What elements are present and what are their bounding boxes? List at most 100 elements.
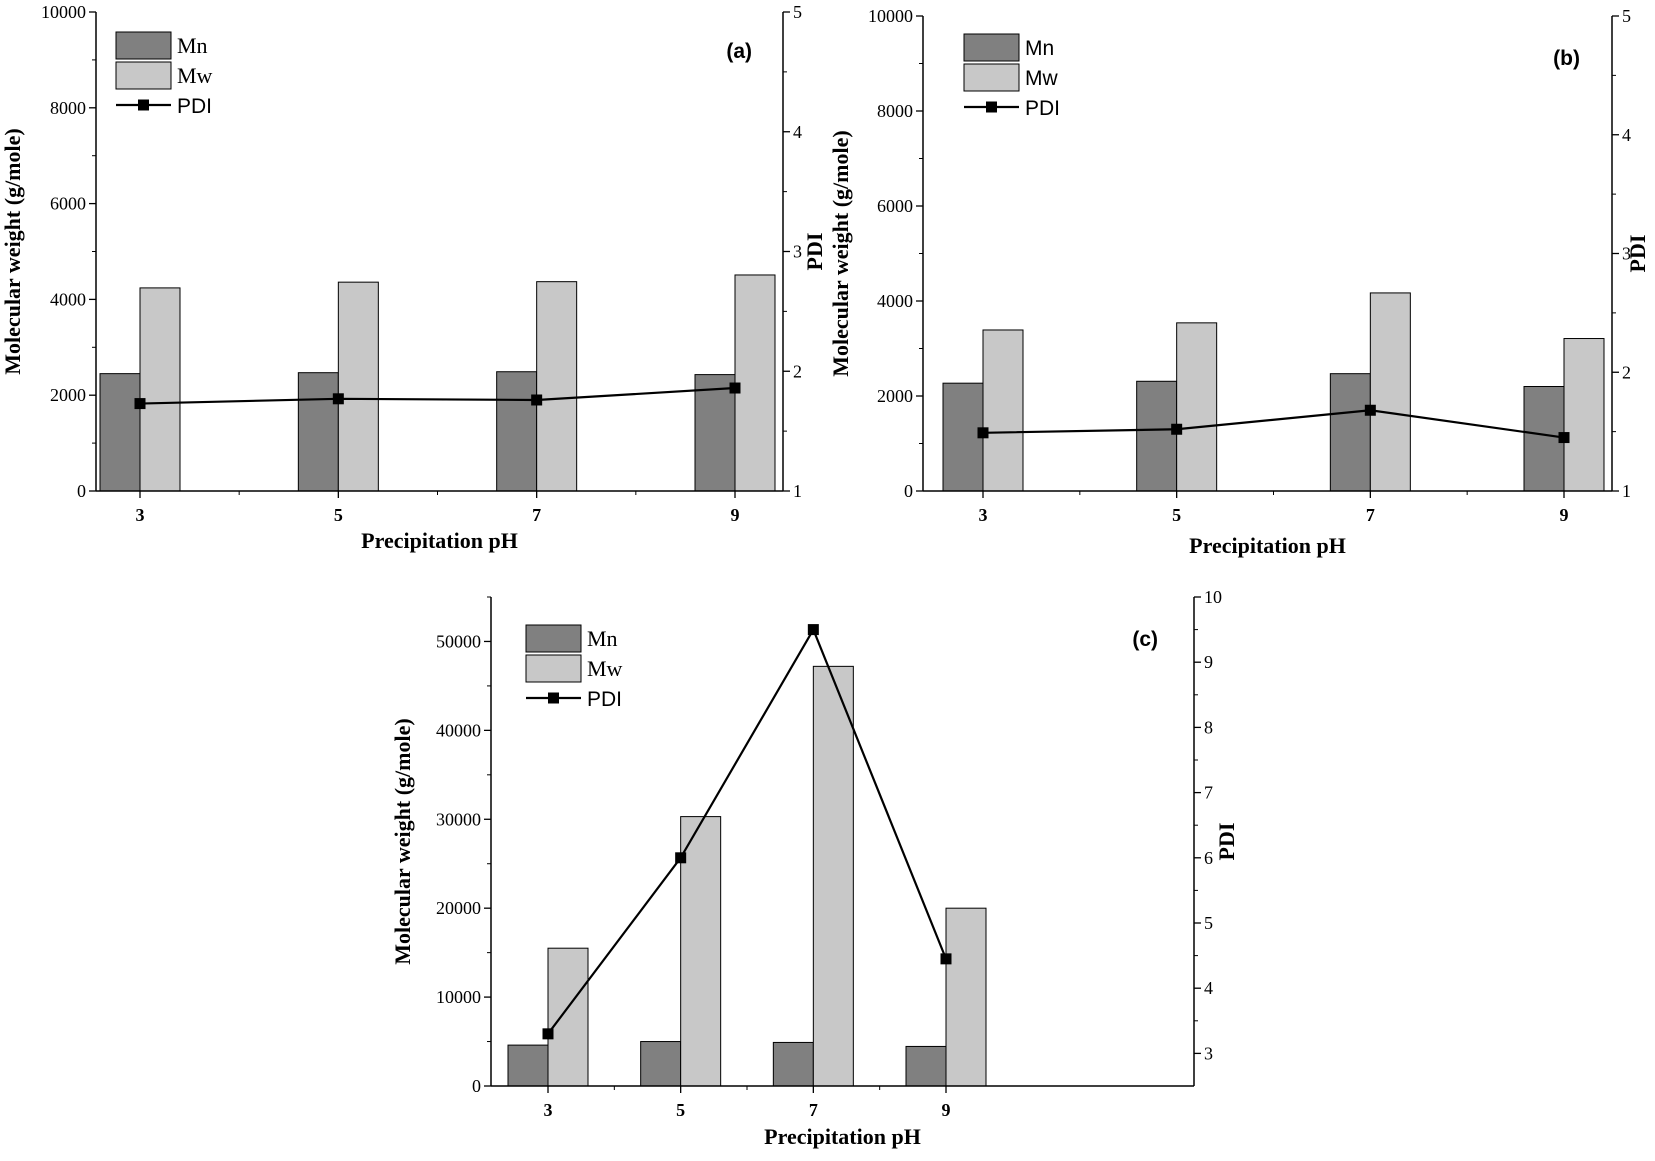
bar-mw	[1369, 292, 1411, 492]
pdi-marker	[1171, 423, 1183, 435]
y-tick-label: 30000	[436, 809, 481, 829]
legend-swatch-mw	[115, 61, 172, 90]
bar-mn	[1523, 386, 1565, 492]
y-tick-label: 0	[904, 481, 913, 501]
bar-mn	[640, 1041, 682, 1087]
legend-label: Mw	[587, 656, 623, 681]
pdi-marker	[675, 852, 687, 864]
bar-mw	[536, 281, 578, 492]
y2-tick-label: 4	[793, 122, 802, 142]
legend-label: Mw	[1025, 67, 1058, 90]
y-tick-label: 2000	[877, 386, 913, 406]
bar-mw	[139, 287, 181, 492]
y2-tick-label: 8	[1204, 717, 1213, 737]
pdi-marker	[332, 393, 344, 405]
x-tick-label: 5	[334, 505, 343, 525]
legend-label: Mn	[177, 33, 208, 58]
pdi-marker	[940, 953, 952, 965]
y2-tick-label: 4	[1204, 978, 1213, 998]
x-axis-title: Precipitation pH	[764, 1124, 921, 1149]
bar-mw	[1176, 322, 1218, 492]
bar-mn	[1136, 380, 1178, 492]
pdi-marker	[134, 398, 146, 410]
x-axis-title: Precipitation pH	[1189, 533, 1346, 558]
chart-panel-3: 0 10000 20000 30000 40000 50000 3 4 5 6 7 8 9 10 3 5 7 9 P…	[390, 587, 1239, 1149]
y2-tick-label: 1	[1622, 481, 1631, 501]
y-tick-label: 6000	[50, 194, 86, 214]
y-tick-label: 10000	[868, 6, 913, 26]
bar-mn	[297, 372, 339, 492]
bar-mn	[905, 1045, 947, 1087]
bar-mn	[99, 373, 141, 492]
bar-mn	[772, 1041, 814, 1087]
legend-swatch-mn	[963, 33, 1020, 62]
x-tick-label: 3	[979, 505, 988, 525]
legend: Mn Mw PDI	[525, 624, 623, 711]
y2-tick-label: 9	[1204, 652, 1213, 672]
bar-mw	[945, 907, 987, 1087]
y2-axis-title: PDI	[1625, 235, 1650, 273]
legend-label: Mn	[587, 626, 618, 651]
bar-mw	[734, 274, 776, 492]
legend-swatch-mn	[525, 624, 582, 653]
y2-tick-label: 3	[793, 242, 802, 262]
x-tick-label: 9	[942, 1100, 951, 1120]
pdi-marker	[1558, 432, 1570, 444]
y2-tick-label: 1	[793, 481, 802, 501]
y-tick-label: 2000	[50, 385, 86, 405]
bar-mw	[1563, 338, 1605, 492]
panel-label: (b)	[1553, 47, 1580, 70]
bar-mn	[942, 382, 984, 492]
bar-mw	[982, 329, 1024, 492]
y-tick-label: 0	[77, 481, 86, 501]
bar-mw	[680, 816, 722, 1087]
panel-label: (a)	[726, 40, 752, 63]
legend-label: Mn	[1025, 37, 1054, 60]
bar-mn	[496, 371, 538, 492]
legend-pdi-marker	[548, 692, 559, 704]
y-tick-label: 10000	[436, 987, 481, 1007]
y2-tick-label: 6	[1204, 848, 1213, 868]
y-tick-label: 50000	[436, 631, 481, 651]
y-axis-title: Molecular weight (g/mole)	[828, 130, 853, 376]
y-tick-label: 20000	[436, 898, 481, 918]
x-axis-title: Precipitation pH	[361, 528, 518, 553]
x-tick-label: 5	[676, 1100, 685, 1120]
y2-tick-label: 5	[1204, 913, 1213, 933]
y-axis-title: Molecular weight (g/mole)	[0, 128, 25, 374]
y2-tick-label: 2	[1622, 362, 1631, 382]
y-tick-label: 4000	[50, 289, 86, 309]
legend-label: PDI	[587, 688, 622, 711]
y2-axis-title: PDI	[1214, 823, 1239, 861]
x-tick-label: 5	[1172, 505, 1181, 525]
legend: Mn Mw PDI	[963, 33, 1060, 120]
y2-tick-label: 2	[793, 361, 802, 381]
legend: Mn Mw PDI	[115, 31, 213, 118]
pdi-marker	[531, 394, 543, 406]
x-tick-label: 3	[544, 1100, 553, 1120]
pdi-marker	[977, 427, 989, 439]
legend-label: Mw	[177, 63, 213, 88]
chart-panel-1: 0 2000 4000 6000 8000 10000 1 2 3 4 5 3 5 7 9 Precipita…	[0, 2, 827, 553]
y2-axis-title: PDI	[802, 233, 827, 271]
pdi-marker	[542, 1028, 554, 1040]
y-tick-label: 10000	[41, 2, 86, 22]
legend-swatch-mw	[963, 63, 1020, 92]
pdi-marker	[1364, 404, 1376, 416]
y2-tick-label: 7	[1204, 783, 1213, 803]
bar-mw	[337, 281, 379, 492]
pdi-line	[547, 627, 948, 1035]
y2-tick-label: 5	[1622, 6, 1631, 26]
bar-mw	[812, 665, 854, 1087]
y-axis-title: Molecular weight (g/mole)	[390, 718, 415, 964]
pdi-line	[982, 409, 1565, 439]
bar-mn	[1329, 373, 1371, 492]
x-tick-label: 7	[1366, 505, 1375, 525]
x-tick-label: 7	[532, 505, 541, 525]
y-tick-label: 4000	[877, 291, 913, 311]
x-tick-label: 9	[731, 505, 740, 525]
legend-swatch-mn	[115, 31, 172, 60]
pdi-marker	[807, 624, 819, 636]
legend-pdi-marker	[138, 99, 149, 111]
